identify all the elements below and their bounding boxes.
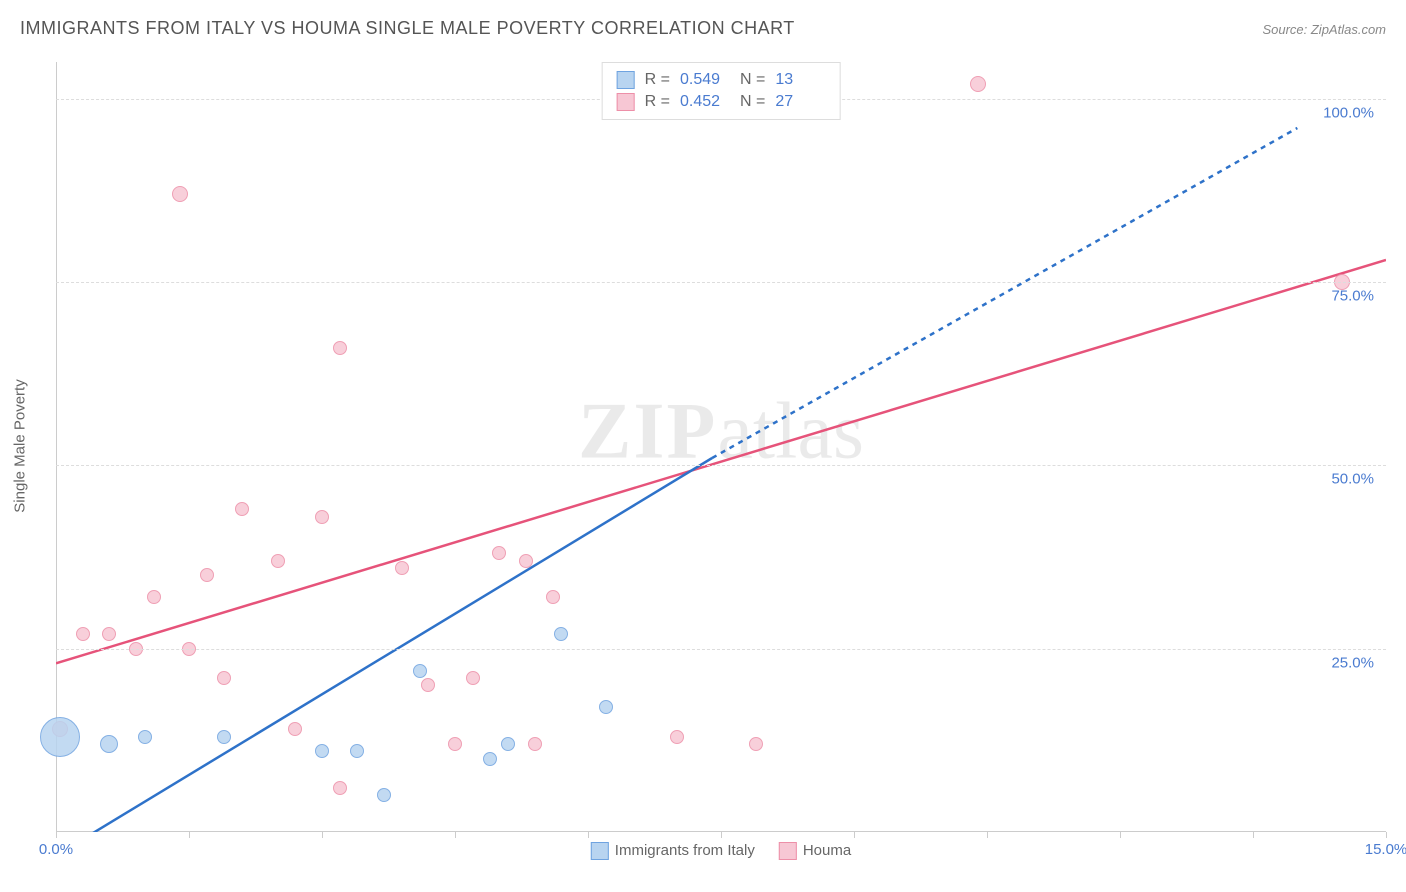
gridline (56, 649, 1386, 650)
data-point (315, 510, 329, 524)
data-point (315, 744, 329, 758)
data-point (217, 671, 231, 685)
data-point (217, 730, 231, 744)
chart-title: IMMIGRANTS FROM ITALY VS HOUMA SINGLE MA… (20, 18, 795, 39)
x-tick (189, 832, 190, 838)
data-point (421, 678, 435, 692)
data-point (413, 664, 427, 678)
x-tick (1120, 832, 1121, 838)
data-point (235, 502, 249, 516)
stat-row-italy: R = 0.549 N = 13 (617, 69, 826, 91)
y-axis-title: Single Male Poverty (12, 379, 29, 512)
y-tick-label: 75.0% (1331, 288, 1374, 305)
data-point (147, 590, 161, 604)
x-tick-label: 15.0% (1365, 841, 1406, 858)
data-point (501, 737, 515, 751)
data-point (670, 730, 684, 744)
swatch-houma-icon (779, 842, 797, 860)
data-point (519, 554, 533, 568)
x-tick (322, 832, 323, 838)
swatch-italy-icon (591, 842, 609, 860)
data-point (200, 568, 214, 582)
watermark: ZIPatlas (578, 386, 864, 477)
data-point (599, 700, 613, 714)
correlation-stats-box: R = 0.549 N = 13 R = 0.452 N = 27 (602, 62, 841, 120)
plot-area: ZIPatlas 25.0%50.0%75.0%100.0% 0.0%15.0%… (56, 62, 1386, 832)
x-tick (56, 832, 57, 838)
data-point (395, 561, 409, 575)
data-point (350, 744, 364, 758)
x-tick (1386, 832, 1387, 838)
x-tick (455, 832, 456, 838)
x-tick (1253, 832, 1254, 838)
legend-item-houma: Houma (779, 842, 851, 860)
gridline (56, 282, 1386, 283)
data-point (448, 737, 462, 751)
data-point (377, 788, 391, 802)
data-point (970, 76, 986, 92)
gridline (56, 465, 1386, 466)
data-point (40, 717, 80, 757)
stat-row-houma: R = 0.452 N = 27 (617, 91, 826, 113)
data-point (483, 752, 497, 766)
swatch-italy (617, 71, 635, 89)
data-point (138, 730, 152, 744)
data-point (288, 722, 302, 736)
data-point (554, 627, 568, 641)
data-point (749, 737, 763, 751)
data-point (172, 186, 188, 202)
trend-lines (56, 62, 1386, 832)
legend-item-italy: Immigrants from Italy (591, 842, 755, 860)
data-point (466, 671, 480, 685)
y-tick-label: 100.0% (1323, 104, 1374, 121)
x-tick (854, 832, 855, 838)
x-tick-label: 0.0% (39, 841, 73, 858)
data-point (102, 627, 116, 641)
data-point (76, 627, 90, 641)
x-axis-legend: Immigrants from Italy Houma (591, 842, 851, 860)
source-attribution: Source: ZipAtlas.com (1262, 22, 1386, 37)
y-tick-label: 50.0% (1331, 471, 1374, 488)
data-point (333, 341, 347, 355)
x-tick (588, 832, 589, 838)
x-tick (721, 832, 722, 838)
data-point (100, 735, 118, 753)
data-point (333, 781, 347, 795)
data-point (528, 737, 542, 751)
data-point (492, 546, 506, 560)
swatch-houma (617, 93, 635, 111)
data-point (271, 554, 285, 568)
x-tick (987, 832, 988, 838)
data-point (546, 590, 560, 604)
y-tick-label: 25.0% (1331, 654, 1374, 671)
